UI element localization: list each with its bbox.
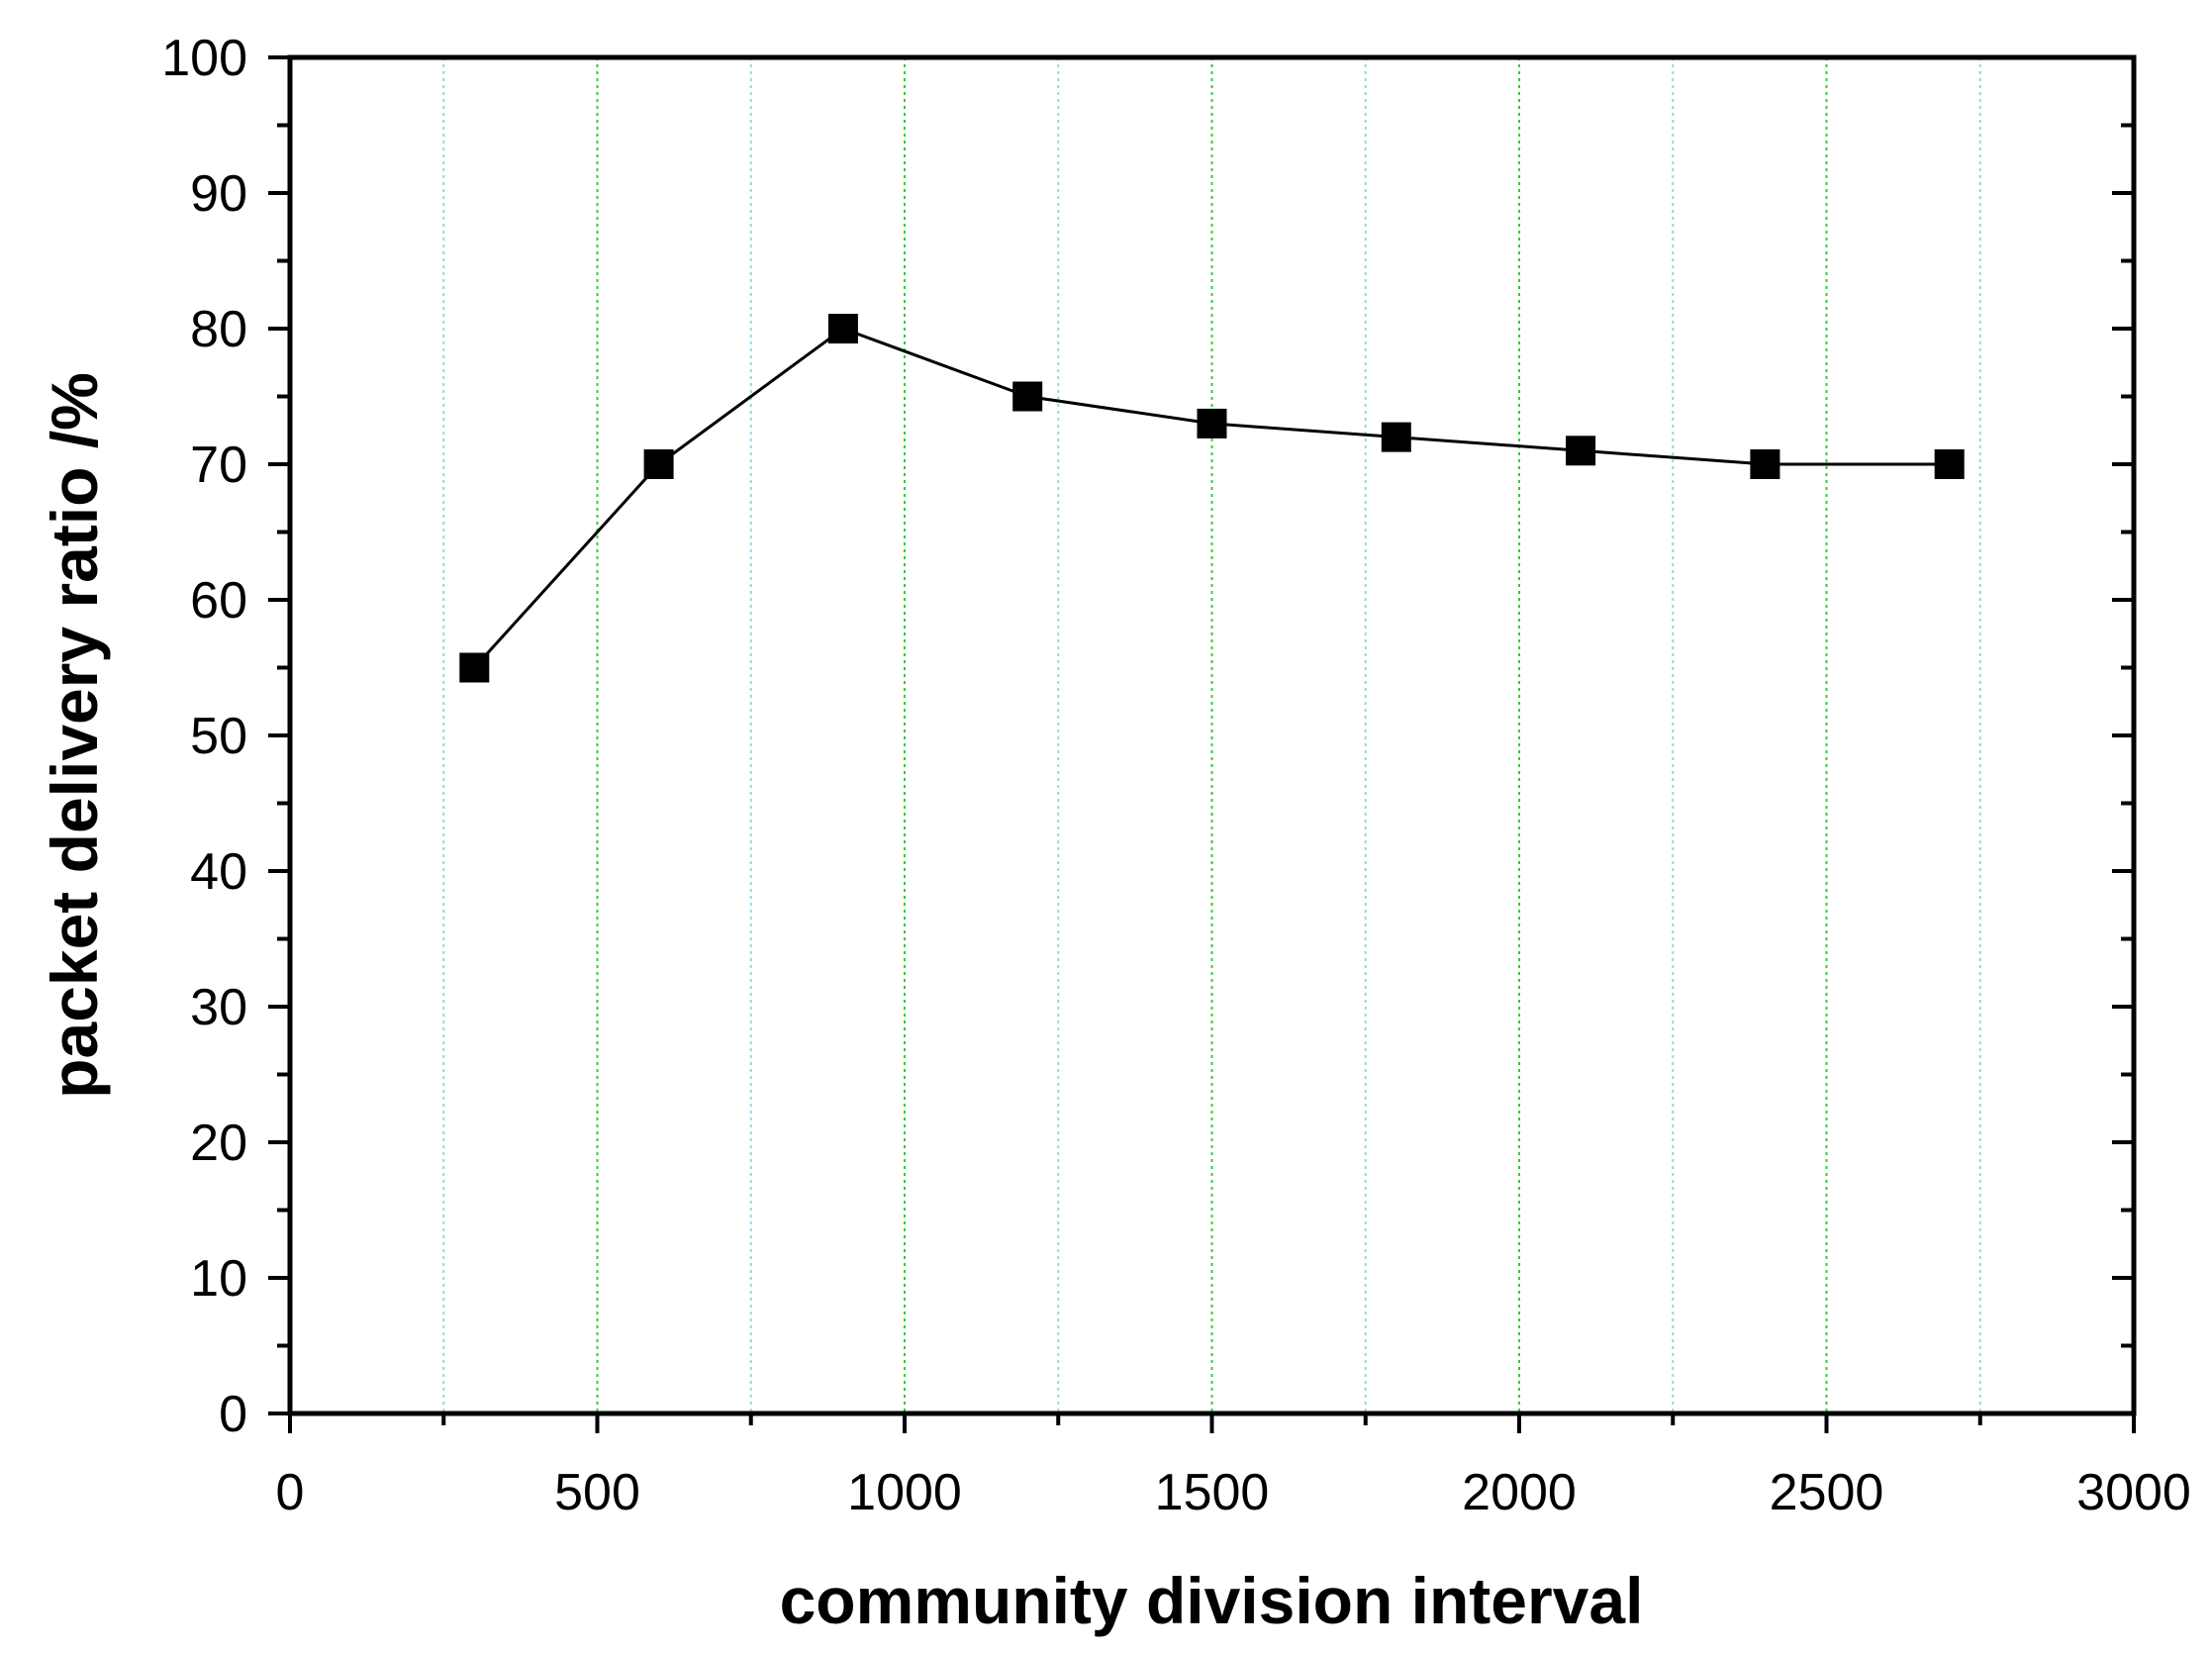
x-tick-label: 2000 <box>1462 1464 1577 1521</box>
grid-lines <box>442 57 1981 1413</box>
data-point <box>459 652 490 683</box>
data-point <box>1012 381 1043 412</box>
x-axis-title: community division interval <box>780 1564 1644 1637</box>
series-line <box>473 327 1950 669</box>
x-tick-label: 3000 <box>2076 1464 2191 1521</box>
y-tick-label: 60 <box>190 572 247 630</box>
data-point <box>1750 449 1780 479</box>
y-tick-label: 50 <box>190 708 247 765</box>
data-point <box>1197 408 1227 438</box>
x-tick-label: 2500 <box>1770 1464 1884 1521</box>
y-tick-label: 90 <box>190 165 247 223</box>
x-tick-label: 500 <box>554 1464 640 1521</box>
x-tick-label: 1500 <box>1155 1464 1270 1521</box>
data-point <box>827 314 858 343</box>
series <box>459 314 1965 683</box>
data-point <box>1381 422 1411 452</box>
y-axis-title: packet delivery ratio /% <box>38 372 111 1099</box>
data-point <box>1566 436 1596 466</box>
y-tick-label: 20 <box>190 1115 247 1172</box>
plot-frame <box>287 54 2137 1416</box>
y-tick-label: 40 <box>190 843 247 901</box>
y-tick-label: 0 <box>219 1386 247 1443</box>
x-tick-labels: 0 500 1000 1500 2000 2500 3000 <box>276 1464 2191 1521</box>
x-tick-label: 0 <box>276 1464 305 1521</box>
x-tick-label: 1000 <box>847 1464 962 1521</box>
y-tick-labels: 0 10 20 30 40 50 60 70 80 90 100 <box>161 30 247 1443</box>
axis-ticks <box>268 55 2136 1433</box>
data-point <box>643 449 674 479</box>
data-point <box>1934 449 1965 479</box>
y-tick-label: 80 <box>190 301 247 358</box>
y-tick-label: 70 <box>190 437 247 494</box>
y-tick-label: 100 <box>161 30 247 87</box>
y-tick-label: 10 <box>190 1250 247 1308</box>
y-tick-label: 30 <box>190 979 247 1036</box>
